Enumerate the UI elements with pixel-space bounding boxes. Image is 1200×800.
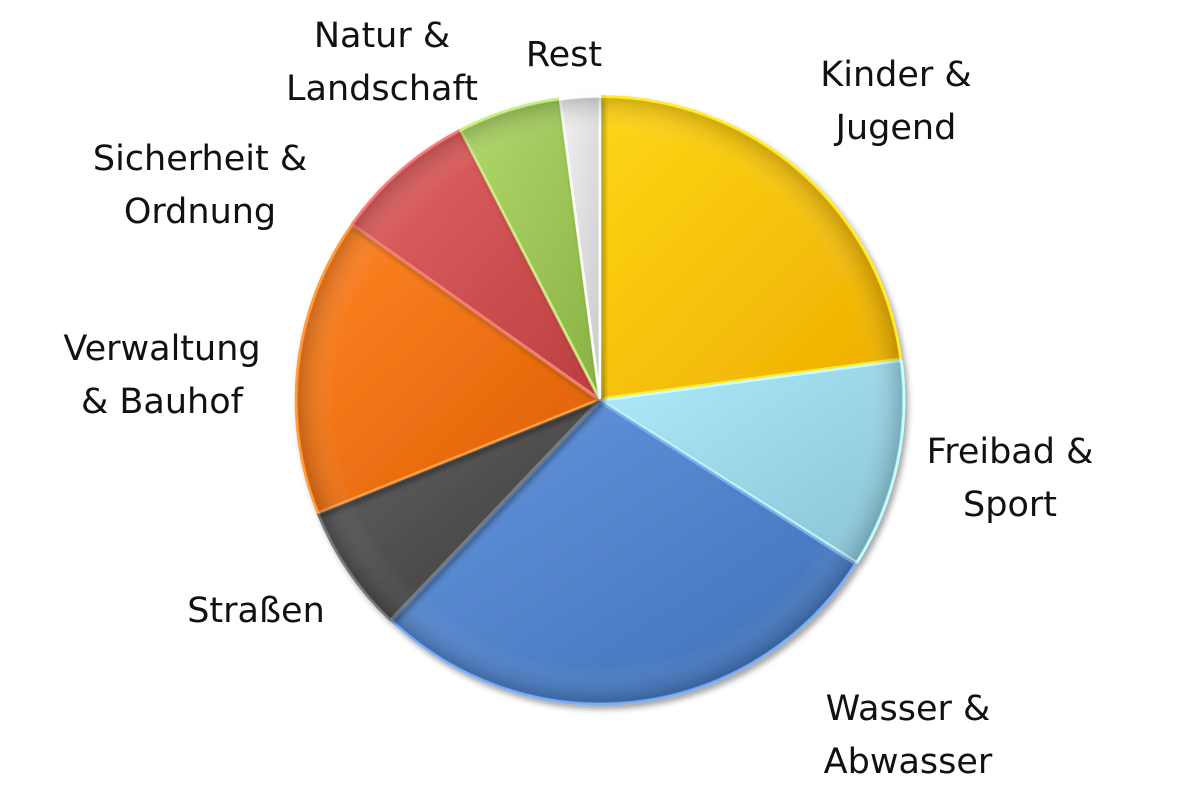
slice-label: Rest	[526, 35, 602, 75]
slice-label: Kinder & Jugend	[820, 55, 971, 148]
slice-label: Straßen	[187, 591, 325, 631]
slice-label-line: Sicherheit &	[93, 139, 307, 179]
slice-label-line: Sport	[963, 485, 1057, 525]
pie-labels: Kinder & Jugend Freibad & Sport Wasser & Abwa…	[63, 16, 1093, 782]
slice-label-line: Straßen	[187, 591, 325, 631]
slice-label-line: Jugend	[834, 108, 957, 148]
slice-label-line: & Bauhof	[81, 382, 244, 422]
slice-label-line: Rest	[526, 35, 602, 75]
slice-label: Natur & Landschaft	[286, 16, 478, 109]
slice-label-line: Wasser &	[826, 689, 991, 729]
slice-label-line: Kinder &	[820, 55, 971, 95]
slice-label: Sicherheit & Ordnung	[93, 139, 307, 232]
slice-label: Freibad & Sport	[927, 432, 1094, 525]
slice-label-line: Abwasser	[824, 742, 993, 782]
slice-label-line: Verwaltung	[63, 329, 260, 369]
slice-label-line: Ordnung	[124, 192, 276, 232]
slice-label-line: Natur &	[314, 16, 450, 56]
slice-label: Verwaltung & Bauhof	[63, 329, 260, 422]
slice-label-line: Freibad &	[927, 432, 1094, 472]
slice-label-line: Landschaft	[286, 69, 478, 109]
pie-slices	[294, 94, 906, 706]
slice-label: Wasser & Abwasser	[824, 689, 993, 782]
